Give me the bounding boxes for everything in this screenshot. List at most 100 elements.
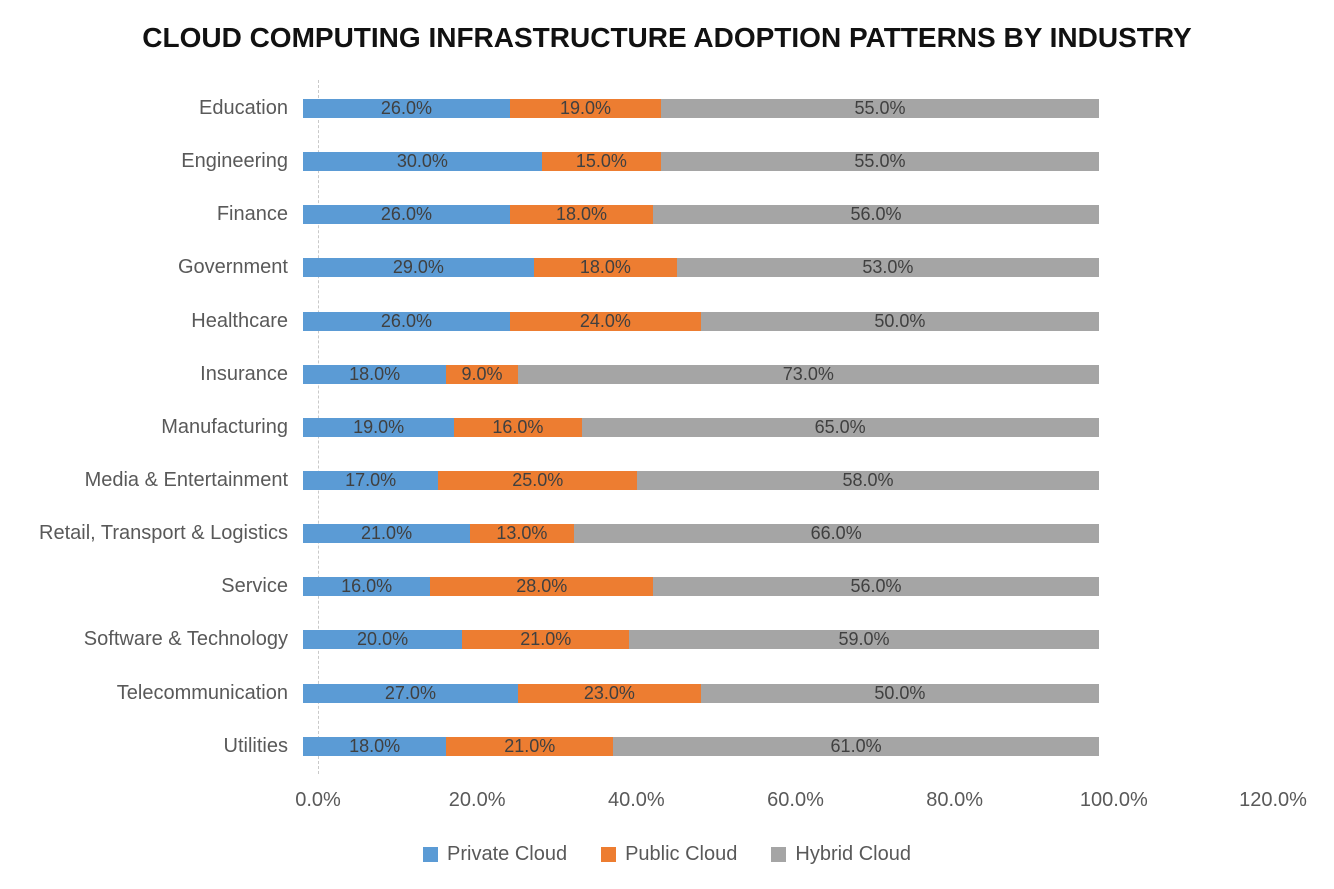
bar-track: 19.0% 16.0% 65.0% <box>303 401 1258 454</box>
legend-swatch-icon <box>423 847 439 862</box>
category-label-service: Service <box>221 575 288 598</box>
bar-row: Service 16.0% 28.0% 56.0% <box>0 560 1258 613</box>
bar-segment-hybrid-cloud: 59.0% <box>629 630 1099 650</box>
stacked-bar: 29.0% 18.0% 53.0% <box>303 257 1099 278</box>
stacked-bar: 20.0% 21.0% 59.0% <box>303 629 1099 650</box>
stacked-bar: 26.0% 19.0% 55.0% <box>303 98 1099 119</box>
bar-segment-private-cloud: 26.0% <box>303 205 510 225</box>
category-label-media-entertainment: Media & Entertainment <box>84 469 288 492</box>
data-label: 20.0% <box>357 629 409 650</box>
bar-segment-public-cloud: 15.0% <box>541 151 662 172</box>
data-label: 18.0% <box>579 257 631 278</box>
stacked-bar: 27.0% 23.0% 50.0% <box>303 682 1099 703</box>
bar-segment-private-cloud: 17.0% <box>303 470 439 491</box>
legend: Private Cloud Public Cloud Hybrid Cloud <box>0 843 1334 866</box>
legend-label: Private Cloud <box>447 843 568 865</box>
category-label-telecommunication: Telecommunication <box>116 681 288 704</box>
bar-segment-hybrid-cloud: 55.0% <box>661 152 1099 172</box>
bar-row: Telecommunication 27.0% 23.0% 50.0% <box>0 667 1258 720</box>
data-label: 23.0% <box>583 682 635 703</box>
bar-segment-hybrid-cloud: 73.0% <box>517 363 1099 384</box>
bar-segment-private-cloud: 18.0% <box>303 363 447 384</box>
category-label-manufacturing: Manufacturing <box>161 415 288 438</box>
data-label: 18.0% <box>349 363 401 384</box>
plot-area: Education 26.0% 19.0% 55.0% Engineering 30.0%… <box>0 82 1258 773</box>
data-label: 18.0% <box>556 204 608 225</box>
data-label: 16.0% <box>492 416 544 437</box>
bar-track: 26.0% 18.0% 56.0% <box>303 188 1258 241</box>
legend-item-hybrid-cloud: Hybrid Cloud <box>771 843 911 866</box>
bar-row: Insurance 18.0% 9.0% 73.0% <box>0 348 1258 401</box>
legend-swatch-icon <box>601 847 617 862</box>
data-label: 29.0% <box>392 257 444 278</box>
bar-segment-private-cloud: 16.0% <box>303 576 431 597</box>
bar-row: Finance 26.0% 18.0% 56.0% <box>0 188 1258 241</box>
bar-track: 21.0% 13.0% 66.0% <box>303 507 1258 560</box>
x-tick-label: 0.0% <box>295 789 341 811</box>
chart-title: CLOUD COMPUTING INFRASTRUCTURE ADOPTION … <box>142 22 1192 53</box>
data-label: 19.0% <box>559 98 612 119</box>
data-label: 28.0% <box>516 576 568 597</box>
bar-track: 26.0% 19.0% 55.0% <box>303 82 1258 135</box>
data-label: 24.0% <box>579 310 631 331</box>
data-label: 65.0% <box>814 416 866 437</box>
data-label: 73.0% <box>782 363 834 384</box>
bar-track: 20.0% 21.0% 59.0% <box>303 613 1258 666</box>
bar-segment-public-cloud: 23.0% <box>517 682 701 703</box>
legend-label: Public Cloud <box>625 843 738 865</box>
data-label: 56.0% <box>850 576 902 597</box>
bar-segment-public-cloud: 13.0% <box>470 524 574 544</box>
bar-row: Retail, Transport & Logistics 21.0% 13.0% 6… <box>0 507 1258 560</box>
data-label: 17.0% <box>345 470 397 491</box>
x-tick-label: 80.0% <box>926 789 984 811</box>
data-label: 26.0% <box>380 310 432 331</box>
bar-segment-hybrid-cloud: 55.0% <box>661 99 1099 119</box>
bar-segment-hybrid-cloud: 65.0% <box>581 416 1099 437</box>
bar-segment-public-cloud: 21.0% <box>462 630 630 650</box>
bar-track: 18.0% 9.0% 73.0% <box>303 348 1258 401</box>
x-tick-label: 40.0% <box>607 789 665 811</box>
bar-segment-hybrid-cloud: 56.0% <box>653 576 1099 597</box>
x-tick-label: 120.0% <box>1239 789 1307 811</box>
bar-row: Education 26.0% 19.0% 55.0% <box>0 82 1258 135</box>
bar-segment-hybrid-cloud: 50.0% <box>700 311 1099 331</box>
bar-track: 26.0% 24.0% 50.0% <box>303 295 1258 348</box>
bar-track: 18.0% 21.0% 61.0% <box>303 720 1258 773</box>
data-label: 15.0% <box>575 151 627 172</box>
data-label: 25.0% <box>512 470 564 491</box>
bar-row: Manufacturing 19.0% 16.0% 65.0% <box>0 401 1258 454</box>
bar-row: Utilities 18.0% 21.0% 61.0% <box>0 720 1258 773</box>
bar-segment-public-cloud: 19.0% <box>509 98 662 119</box>
bar-segment-public-cloud: 18.0% <box>509 204 654 225</box>
x-tick-label: 20.0% <box>448 789 506 811</box>
data-label: 53.0% <box>862 257 914 278</box>
data-label: 21.0% <box>504 735 556 756</box>
stacked-bar: 26.0% 24.0% 50.0% <box>303 310 1099 331</box>
bar-segment-private-cloud: 30.0% <box>303 151 542 172</box>
bar-segment-public-cloud: 24.0% <box>509 310 701 331</box>
stacked-bar: 26.0% 18.0% 56.0% <box>303 204 1099 225</box>
bar-segment-public-cloud: 16.0% <box>454 416 582 437</box>
bar-segment-public-cloud: 25.0% <box>438 470 638 491</box>
data-label: 56.0% <box>850 204 902 225</box>
bar-segment-private-cloud: 19.0% <box>303 417 455 437</box>
category-label-government: Government <box>177 256 288 279</box>
bar-track: 30.0% 15.0% 55.0% <box>303 135 1258 188</box>
category-label-software-technology: Software & Technology <box>83 628 288 651</box>
bar-segment-hybrid-cloud: 66.0% <box>573 524 1099 544</box>
bar-track: 29.0% 18.0% 53.0% <box>303 241 1258 294</box>
data-label: 21.0% <box>361 523 413 544</box>
data-label: 30.0% <box>396 151 448 172</box>
bar-segment-private-cloud: 29.0% <box>303 257 534 278</box>
legend-item-public-cloud: Public Cloud <box>601 843 737 866</box>
bar-segment-hybrid-cloud: 56.0% <box>653 204 1099 225</box>
data-label: 16.0% <box>341 576 393 597</box>
bar-row: Engineering 30.0% 15.0% 55.0% <box>0 135 1258 188</box>
data-label: 50.0% <box>874 682 926 703</box>
stacked-bar: 21.0% 13.0% 66.0% <box>303 523 1099 544</box>
bar-segment-public-cloud: 18.0% <box>533 257 678 278</box>
bar-track: 16.0% 28.0% 56.0% <box>303 560 1258 613</box>
bar-track: 17.0% 25.0% 58.0% <box>303 454 1258 507</box>
stacked-bar: 30.0% 15.0% 55.0% <box>303 151 1099 172</box>
bar-segment-hybrid-cloud: 53.0% <box>677 257 1099 278</box>
